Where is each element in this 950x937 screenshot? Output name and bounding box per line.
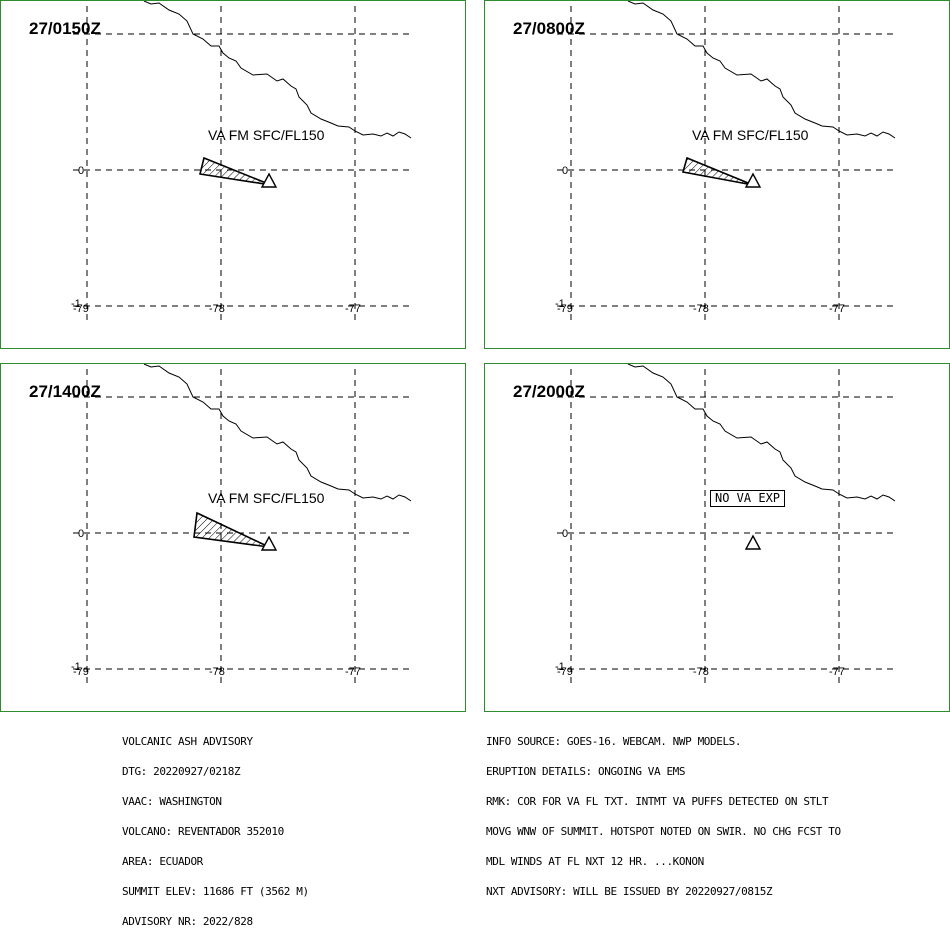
longitude-label: -77: [345, 666, 361, 678]
map-canvas: 0 -1-79 -78 -77: [555, 1, 896, 321]
advisory-line: AREA: ECUADOR: [122, 855, 203, 868]
advisory-line: RMK: COR FOR VA FL TXT. INTMT VA PUFFS D…: [486, 795, 829, 808]
volcano-icon: [260, 172, 278, 188]
longitude-label: -78: [693, 666, 709, 678]
coastline: [627, 1, 896, 139]
panel-time: 27/0150Z: [29, 19, 101, 38]
panel-time: 27/0800Z: [513, 19, 585, 38]
longitude-label: -77: [829, 666, 845, 678]
advisory-line: ERUPTION DETAILS: ONGOING VA EMS: [486, 765, 686, 778]
coastline: [143, 1, 412, 139]
longitude-label: -79: [557, 303, 573, 315]
advisory-line: ADVISORY NR: 2022/828: [122, 915, 253, 928]
advisory-line: VAAC: WASHINGTON: [122, 795, 222, 808]
ash-cloud-label: VA FM SFC/FL150: [208, 490, 325, 506]
volcano-icon: [744, 172, 762, 188]
ash-cloud-polygon: [199, 156, 272, 186]
volcano-icon: [260, 535, 278, 551]
longitude-label: -77: [829, 303, 845, 315]
longitude-label: -78: [209, 666, 225, 678]
no-va-expected-box: NO VA EXP: [710, 490, 786, 507]
advisory-header-left: VOLCANIC ASH ADVISORY DTG: 20220927/0218…: [122, 717, 309, 937]
advisory-line: DTG: 20220927/0218Z: [122, 765, 241, 778]
volcano-icon: [744, 534, 762, 550]
latitude-label: 0: [562, 165, 568, 177]
ash-cloud-polygon: [193, 511, 270, 548]
latitude-label: 0: [78, 528, 84, 540]
ash-cloud-label: VA FM SFC/FL150: [692, 127, 809, 143]
panel-time: 27/2000Z: [513, 382, 585, 401]
latitude-label: -1: [555, 298, 565, 310]
latitude-label: 0: [562, 528, 568, 540]
map-canvas: 0 -1-79 -78 -77: [71, 1, 412, 321]
ash-cloud-polygon: [681, 156, 754, 186]
longitude-label: -79: [73, 666, 89, 678]
advisory-line: SUMMIT ELEV: 11686 FT (3562 M): [122, 885, 309, 898]
latitude-label: -1: [71, 661, 81, 673]
latitude-label: 0: [78, 165, 84, 177]
longitude-label: -77: [345, 303, 361, 315]
advisory-line: VOLCANIC ASH ADVISORY: [122, 735, 253, 748]
forecast-panel-1400z: 0 -1 -79 -78 -77 27/1400Z VA FM SFC/FL150: [0, 363, 466, 712]
longitude-label: -78: [209, 303, 225, 315]
coastline: [627, 364, 896, 502]
map-canvas: 0 -1-79 -78 -77: [71, 364, 412, 684]
coastline: [143, 364, 412, 502]
longitude-label: -78: [693, 303, 709, 315]
advisory-remarks-right: INFO SOURCE: GOES-16. WEBCAM. NWP MODELS…: [486, 717, 841, 907]
latitude-label: -1: [555, 661, 565, 673]
longitude-label: -79: [73, 303, 89, 315]
advisory-line: MDL WINDS AT FL NXT 12 HR. ...KONON: [486, 855, 704, 868]
forecast-panel-2000z: 0 -1 -79 -78 -77 27/2000Z: [484, 363, 950, 712]
forecast-panel-0800z: 0 -1 -79 -78 -77 27/0800Z VA FM SFC/FL150: [484, 0, 950, 349]
panel-time: 27/1400Z: [29, 382, 101, 401]
advisory-line: MOVG WNW OF SUMMIT. HOTSPOT NOTED ON SWI…: [486, 825, 841, 838]
advisory-line: INFO SOURCE: GOES-16. WEBCAM. NWP MODELS…: [486, 735, 742, 748]
advisory-line: NXT ADVISORY: WILL BE ISSUED BY 20220927…: [486, 885, 773, 898]
longitude-label: -79: [557, 666, 573, 678]
latitude-label: -1: [71, 298, 81, 310]
map-canvas: 0 -1-79 -78 -77: [555, 364, 896, 684]
ash-cloud-label: VA FM SFC/FL150: [208, 127, 325, 143]
forecast-panel-0150z: 0 -1 -79 -78 -77 27/0150Z VA FM SFC/FL150: [0, 0, 466, 349]
advisory-line: VOLCANO: REVENTADOR 352010: [122, 825, 284, 838]
